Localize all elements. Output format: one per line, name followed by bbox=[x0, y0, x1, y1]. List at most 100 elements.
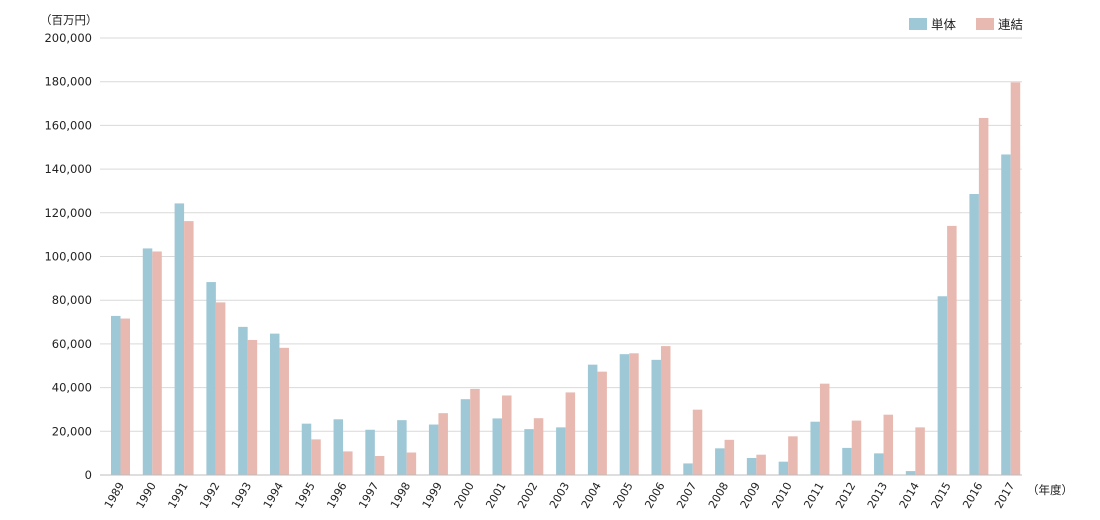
bar-single bbox=[365, 429, 375, 475]
x-tick-label: 1998 bbox=[388, 480, 413, 511]
bar-single bbox=[524, 429, 534, 475]
bar-single bbox=[174, 203, 185, 475]
bar-consolidated bbox=[438, 413, 448, 475]
bar-consolidated bbox=[597, 371, 607, 475]
x-tick-labels: 1989 1990 1991 1992 1993 1994 1995 1996 1997 1998… bbox=[102, 480, 1017, 511]
y-tick-label: 200,000 bbox=[44, 31, 92, 45]
bar-single bbox=[905, 471, 916, 475]
bar-consolidated bbox=[660, 346, 671, 475]
x-tick-label: 2016 bbox=[960, 480, 985, 511]
bar-consolidated bbox=[724, 439, 735, 475]
bar-single bbox=[142, 248, 153, 475]
bar-single bbox=[238, 326, 248, 475]
x-tick-label: 2003 bbox=[547, 480, 572, 511]
x-tick-label: 1999 bbox=[420, 480, 445, 511]
bar-consolidated bbox=[374, 455, 385, 475]
bar-consolidated bbox=[152, 251, 162, 475]
legend: 単体 連結 bbox=[909, 17, 1023, 32]
y-tick-label: 60,000 bbox=[52, 337, 92, 351]
bar-consolidated bbox=[215, 302, 226, 475]
legend-swatch bbox=[976, 18, 994, 30]
bar-single bbox=[1001, 154, 1011, 475]
bar-consolidated bbox=[978, 117, 989, 475]
legend-label: 連結 bbox=[998, 17, 1023, 32]
x-tick-label: 2002 bbox=[515, 480, 540, 511]
y-tick-label: 80,000 bbox=[52, 293, 92, 307]
bar-single bbox=[619, 354, 630, 475]
x-tick-label: 2001 bbox=[483, 480, 508, 511]
bar-single bbox=[969, 194, 979, 475]
x-tick-label: 1993 bbox=[229, 480, 254, 511]
bar-single bbox=[746, 457, 757, 475]
bar-single bbox=[556, 427, 566, 475]
bar-single bbox=[333, 419, 344, 475]
bar-consolidated bbox=[343, 451, 353, 475]
bar-consolidated bbox=[311, 439, 321, 475]
bar-consolidated bbox=[788, 436, 798, 475]
bar-consolidated bbox=[247, 339, 258, 475]
y-tick-labels: 0 20,000 40,000 60,000 80,000 100,000 120,000 1… bbox=[44, 31, 92, 482]
x-tick-label: 2005 bbox=[611, 480, 636, 511]
bar-consolidated bbox=[279, 347, 289, 475]
bar-single bbox=[269, 333, 280, 475]
y-axis-unit-label: （百万円） bbox=[40, 13, 98, 27]
x-tick-label: 2009 bbox=[738, 480, 763, 511]
bar-consolidated bbox=[502, 395, 512, 475]
bar-single bbox=[397, 420, 407, 475]
y-tick-label: 180,000 bbox=[44, 75, 92, 89]
y-tick-label: 40,000 bbox=[52, 381, 92, 395]
x-tick-label: 2013 bbox=[865, 480, 890, 511]
bar-consolidated bbox=[565, 392, 576, 475]
y-tick-label: 100,000 bbox=[44, 250, 92, 264]
bar-single bbox=[460, 399, 471, 475]
bar-consolidated bbox=[470, 388, 480, 475]
x-tick-label: 2015 bbox=[928, 480, 953, 511]
x-tick-label: 1997 bbox=[356, 480, 381, 511]
x-tick-label: 2008 bbox=[706, 480, 731, 511]
bar-consolidated bbox=[1010, 82, 1021, 476]
bar-consolidated bbox=[819, 383, 830, 475]
x-tick-label: 2011 bbox=[801, 480, 826, 511]
bar-single bbox=[874, 453, 884, 475]
bar-single bbox=[810, 421, 820, 475]
x-tick-label: 2006 bbox=[642, 480, 667, 511]
legend-label: 単体 bbox=[931, 17, 957, 32]
x-tick-label: 1995 bbox=[293, 480, 318, 511]
bar-consolidated bbox=[692, 409, 703, 475]
bar-single bbox=[715, 448, 725, 475]
bar-single bbox=[587, 364, 598, 475]
bar-single bbox=[111, 315, 121, 475]
x-tick-label: 2007 bbox=[674, 480, 699, 511]
bar-consolidated bbox=[947, 225, 957, 475]
bar-single bbox=[206, 282, 216, 475]
bar-consolidated bbox=[629, 353, 639, 475]
bar-single bbox=[301, 423, 312, 475]
y-tick-label: 160,000 bbox=[44, 118, 92, 132]
x-tick-label: 2017 bbox=[992, 480, 1017, 511]
y-tick-label: 20,000 bbox=[52, 424, 92, 438]
x-tick-label: 1992 bbox=[197, 480, 222, 511]
bar-single bbox=[683, 463, 693, 475]
x-tick-label: 2014 bbox=[897, 480, 922, 511]
bar-consolidated bbox=[756, 454, 766, 475]
y-tick-label: 140,000 bbox=[44, 162, 92, 176]
bar-consolidated bbox=[406, 452, 417, 475]
x-tick-label: 1994 bbox=[261, 480, 286, 511]
x-tick-label: 2000 bbox=[452, 480, 477, 511]
x-tick-label: 1996 bbox=[324, 480, 349, 511]
bar-single bbox=[937, 296, 948, 475]
x-tick-label: 1989 bbox=[102, 480, 127, 511]
bars bbox=[111, 82, 1021, 476]
x-tick-label: 1991 bbox=[165, 480, 190, 511]
y-tick-label: 120,000 bbox=[44, 206, 92, 220]
legend-swatch bbox=[909, 18, 927, 30]
x-tick-label: 1990 bbox=[134, 480, 159, 511]
bar-single bbox=[492, 418, 503, 475]
bar-consolidated bbox=[883, 414, 894, 475]
bar-single bbox=[651, 359, 661, 475]
x-tick-label: 2012 bbox=[833, 480, 858, 511]
bar-single bbox=[778, 461, 789, 475]
y-tick-label: 0 bbox=[85, 468, 92, 482]
